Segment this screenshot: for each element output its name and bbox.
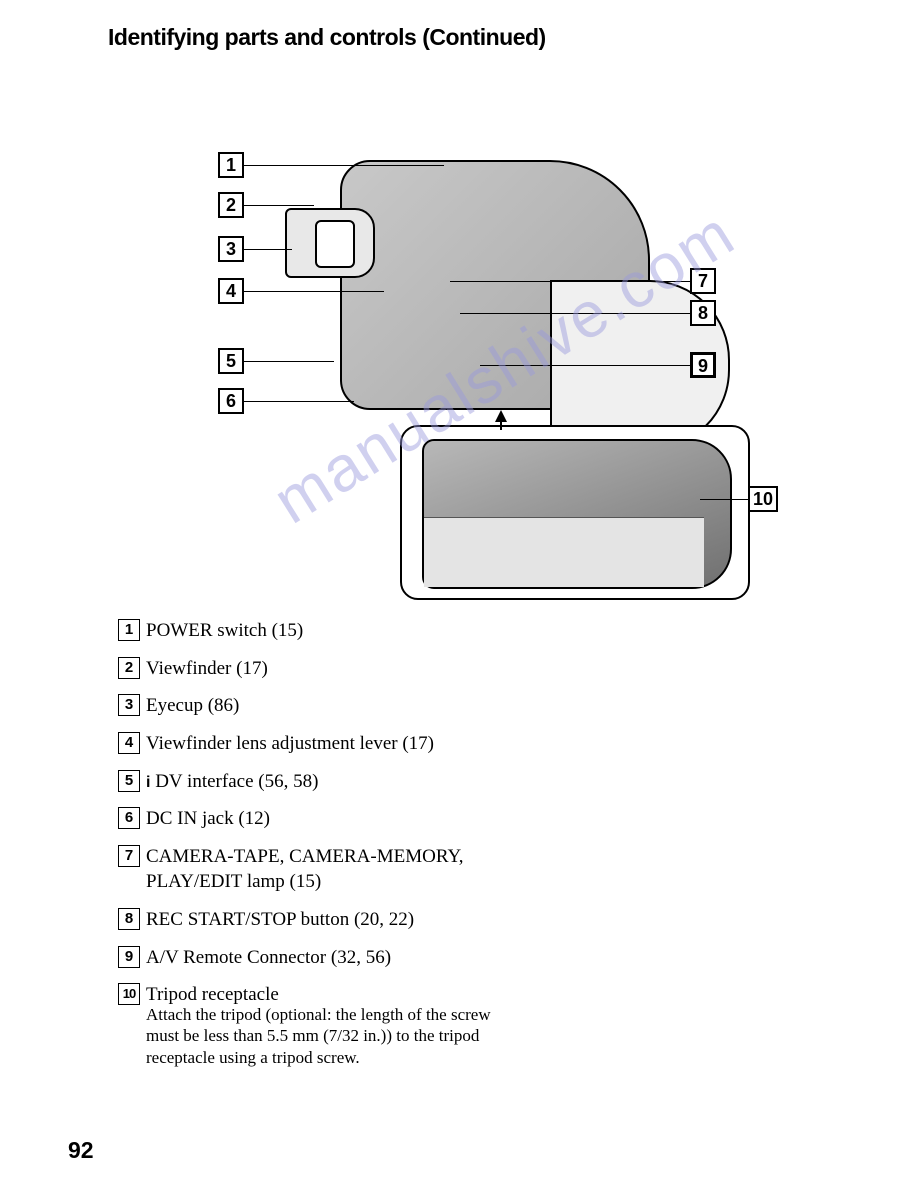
camera-base-illustration	[424, 517, 704, 587]
arrow-up-icon	[495, 410, 507, 422]
diagram: 1 2 3 4 5 6 7 8 9 10	[200, 130, 760, 600]
item-number-box: 7	[118, 845, 140, 867]
list-item: 1 POWER switch (15)	[118, 618, 518, 644]
list-item: 4 Viewfinder lens adjustment lever (17)	[118, 731, 518, 757]
list-item: 5 i DV interface (56, 58)	[118, 769, 518, 795]
callout-line	[244, 249, 292, 250]
item-text: Eyecup (86)	[146, 693, 239, 719]
callout-line	[450, 281, 690, 282]
dv-icon: i	[146, 774, 150, 791]
callout-line	[244, 205, 314, 206]
arrow-line	[500, 422, 502, 430]
item-number-box: 8	[118, 908, 140, 930]
diagram-callout-2: 2	[218, 192, 244, 218]
list-item: 6 DC IN jack (12)	[118, 806, 518, 832]
viewfinder-illustration	[285, 208, 375, 278]
item-number-box: 5	[118, 770, 140, 792]
item-number-box: 6	[118, 807, 140, 829]
page-number: 92	[68, 1137, 94, 1164]
callout-line	[460, 313, 690, 314]
callout-line	[480, 365, 690, 366]
item-number-box: 2	[118, 657, 140, 679]
diagram-callout-3: 3	[218, 236, 244, 262]
page-title: Identifying parts and controls (Continue…	[108, 24, 546, 51]
item-text: i DV interface (56, 58)	[146, 769, 318, 795]
item-text: Viewfinder (17)	[146, 656, 268, 682]
list-item: 2 Viewfinder (17)	[118, 656, 518, 682]
item-number-box: 4	[118, 732, 140, 754]
item-number-box: 1	[118, 619, 140, 641]
diagram-callout-1: 1	[218, 152, 244, 178]
list-item: 8 REC START/STOP button (20, 22)	[118, 907, 518, 933]
camera-bottom-illustration	[422, 439, 732, 589]
diagram-callout-6: 6	[218, 388, 244, 414]
callout-line	[244, 401, 354, 402]
item-number-box: 9	[118, 946, 140, 968]
item-note: Attach the tripod (optional: the length …	[146, 1004, 518, 1068]
parts-list: 1 POWER switch (15) 2 Viewfinder (17) 3 …	[118, 618, 518, 1078]
item-text-span: DV interface (56, 58)	[155, 771, 318, 792]
bottom-view-frame	[400, 425, 750, 600]
item-text: CAMERA-TAPE, CAMERA-MEMORY, PLAY/EDIT la…	[146, 844, 518, 895]
item-text: POWER switch (15)	[146, 618, 303, 644]
item-number-box: 10	[118, 983, 140, 1005]
item-text: Viewfinder lens adjustment lever (17)	[146, 731, 434, 757]
eyecup-illustration	[315, 220, 355, 268]
item-text: REC START/STOP button (20, 22)	[146, 907, 414, 933]
callout-line	[244, 291, 384, 292]
callout-line	[700, 499, 748, 500]
item-text: A/V Remote Connector (32, 56)	[146, 945, 391, 971]
diagram-callout-10: 10	[748, 486, 778, 512]
diagram-callout-4: 4	[218, 278, 244, 304]
diagram-callout-5: 5	[218, 348, 244, 374]
list-item: 9 A/V Remote Connector (32, 56)	[118, 945, 518, 971]
diagram-callout-8: 8	[690, 300, 716, 326]
callout-line	[244, 165, 444, 166]
item-number-box: 3	[118, 694, 140, 716]
callout-line	[244, 361, 334, 362]
list-item: 7 CAMERA-TAPE, CAMERA-MEMORY, PLAY/EDIT …	[118, 844, 518, 895]
diagram-callout-9: 9	[690, 352, 716, 378]
item-text: DC IN jack (12)	[146, 806, 270, 832]
diagram-callout-7: 7	[690, 268, 716, 294]
list-item: 3 Eyecup (86)	[118, 693, 518, 719]
